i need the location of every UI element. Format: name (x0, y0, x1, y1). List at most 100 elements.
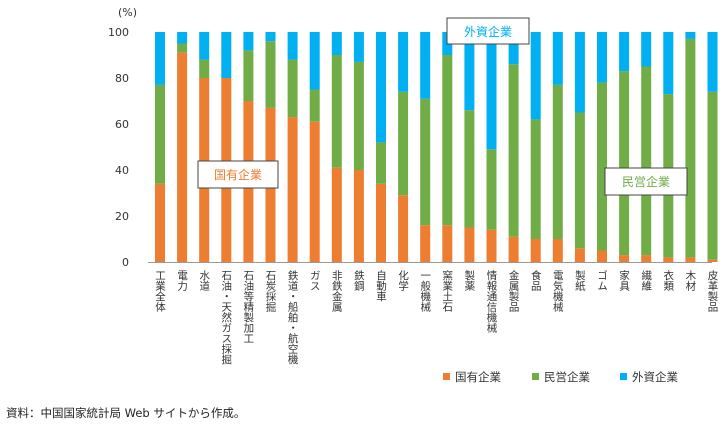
y-tick-labels: 0 20 40 60 80 100 (108, 26, 129, 269)
y-tick-label: 80 (115, 72, 129, 85)
source-note: 資料：中国国家統計局 Web サイトから作成。 (6, 406, 245, 420)
bar-segment (530, 239, 541, 262)
bar-segment (464, 227, 475, 262)
bar-segment (420, 98, 431, 226)
bar-segment (177, 52, 188, 263)
bar-segment (353, 32, 364, 62)
bar-segment (464, 110, 475, 228)
bar-segment (486, 229, 497, 262)
legend-label: 国有企業 (455, 370, 501, 384)
bar-segment (265, 41, 276, 108)
bar-segment (155, 84, 165, 184)
bar-segment (685, 257, 696, 262)
category-label: 製薬 (463, 269, 475, 292)
category-label: 繊維 (640, 269, 652, 291)
bar-segment (398, 91, 409, 196)
category-label: 自動車 (375, 269, 387, 302)
legend-swatch (620, 373, 627, 380)
bar-segment (530, 119, 541, 239)
bar-segment (685, 32, 696, 39)
category-label: 石油・天然ガス採掘 (220, 270, 232, 365)
bar-segment (221, 32, 232, 78)
category-label: 電気機械 (552, 270, 564, 313)
bar-segment (619, 71, 630, 256)
bar-segment (331, 55, 342, 168)
category-label: 製紙 (574, 269, 586, 292)
bar-segment (619, 32, 630, 72)
category-label: 情報通信機械 (486, 269, 498, 334)
legend-label: 外資企業 (632, 370, 678, 384)
category-label: ガス (309, 270, 321, 291)
bar-segment (486, 32, 497, 150)
bar-segment (442, 225, 453, 262)
category-label: 水道 (198, 270, 210, 291)
bars (155, 32, 718, 263)
bar-segment (243, 32, 254, 51)
category-label: 鉄鋼 (353, 269, 365, 292)
legend-swatch (443, 373, 450, 380)
bar-segment (420, 32, 431, 99)
annotation-foreign: 外資企業 (446, 17, 530, 45)
bar-segment (398, 32, 409, 92)
category-label: 鉄道・船舶・航空機 (287, 269, 299, 365)
bar-segment (552, 32, 563, 85)
bar-segment (309, 121, 320, 262)
category-label: 皮革製品 (707, 269, 719, 313)
bar-segment (486, 149, 497, 230)
annotation-state-owned: 国有企業 (197, 160, 279, 189)
annotation-private-label: 民営企業 (622, 174, 670, 189)
bar-segment (707, 91, 718, 260)
y-tick-label: 100 (108, 26, 129, 39)
annotation-private: 民営企業 (604, 167, 688, 196)
bar-segment (574, 112, 585, 249)
bar-segment (287, 32, 298, 60)
category-label: 金属製品 (508, 269, 520, 313)
bar-segment (619, 255, 630, 262)
bar-segment (707, 32, 718, 92)
category-label: 化学 (397, 269, 409, 291)
bar-segment (530, 32, 541, 120)
bar-segment (464, 32, 475, 111)
category-label: 工業全体 (154, 270, 166, 313)
y-tick-label: 60 (115, 118, 129, 131)
legend: 国有企業 民営企業 外資企業 (443, 370, 678, 384)
category-label: 衣類 (662, 269, 674, 292)
y-tick-label: 20 (115, 210, 129, 223)
bar-segment (376, 142, 386, 184)
bar-segment (309, 89, 320, 122)
bar-segment (574, 248, 585, 262)
bar-segment (552, 84, 563, 240)
bar-segment (685, 38, 696, 258)
bar-segment (353, 61, 364, 170)
bar-segment (353, 170, 364, 262)
bar-segment (597, 82, 607, 251)
bar-segment (597, 250, 607, 262)
category-label: 家具 (618, 269, 630, 292)
bar-segment (155, 32, 165, 85)
bar-segment (155, 183, 165, 262)
bar-segment (641, 66, 652, 256)
category-labels: 工業全体 電力 水道 石油・天然ガス採掘 石油等精製加工 石炭採掘 鉄道・船舶・航空機 ガス非… (154, 269, 719, 365)
legend-label: 民営企業 (544, 370, 590, 384)
bar-segment (265, 32, 276, 42)
bar-segment (641, 255, 652, 262)
bar-segment (376, 32, 386, 143)
bar-segment (376, 183, 386, 262)
bar-segment (707, 259, 718, 262)
bar-segment (398, 195, 409, 262)
category-label: 石炭採掘 (265, 270, 277, 313)
bar-segment (442, 55, 453, 226)
y-axis-unit: (%) (118, 6, 137, 19)
annotation-foreign-label: 外資企業 (464, 24, 512, 39)
y-tick-label: 0 (122, 256, 129, 269)
bar-segment (331, 32, 342, 55)
bar-segment (309, 32, 320, 90)
category-label: ゴム (596, 269, 608, 291)
bar-segment (287, 59, 298, 118)
bar-segment (508, 236, 519, 262)
bar-segment (663, 32, 674, 95)
bar-segment (331, 167, 342, 262)
bar-segment (508, 32, 519, 65)
bar-segment (177, 32, 188, 44)
